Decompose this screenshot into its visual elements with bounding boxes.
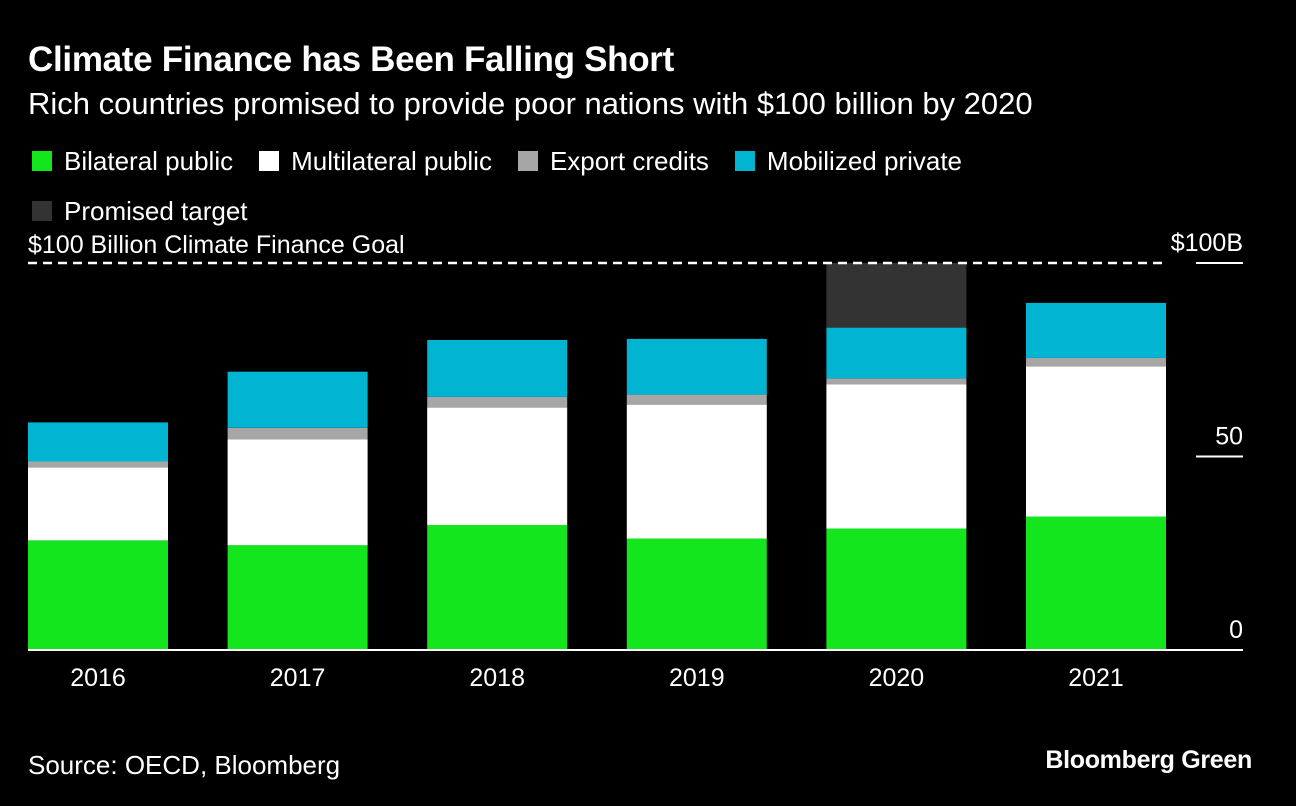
bar-multilateral-public-2017 (227, 439, 368, 546)
legend-swatch-bilateral-public (32, 151, 52, 171)
y-tick-label-100: $100B (1171, 229, 1243, 257)
bar-mobilized-private-2019 (626, 338, 767, 395)
y-tick-label-50: 50 (1215, 423, 1243, 451)
bar-export-credits-2019 (626, 394, 767, 405)
source-note: Source: OECD, Bloomberg (28, 750, 341, 780)
bar-export-credits-2016 (28, 461, 168, 468)
bar-mobilized-private-2018 (427, 340, 568, 397)
chart-title: Climate Finance has Been Falling Short (28, 40, 674, 79)
bar-multilateral-public-2021 (1026, 366, 1166, 517)
goal-reference-label: $100 Billion Climate Finance Goal (28, 231, 405, 259)
bar-multilateral-public-2020 (826, 384, 967, 529)
bar-export-credits-2018 (427, 396, 568, 408)
legend-item-promised-target: Promised target (32, 196, 248, 226)
bar-mobilized-private-2016 (28, 422, 168, 462)
legend-swatch-mobilized-private (734, 151, 755, 171)
x-tick-label-2021: 2021 (1068, 664, 1124, 692)
chart-subtitle: Rich countries promised to provide poor … (28, 86, 1033, 121)
bar-bilateral-public-2016 (28, 540, 168, 650)
legend-swatch-promised-target (32, 201, 52, 221)
x-tick-label-2020: 2020 (869, 664, 925, 692)
legend-item-multilateral-public: Multilateral public (259, 146, 492, 176)
bar-multilateral-public-2016 (28, 467, 168, 541)
x-tick-label-2019: 2019 (669, 664, 725, 692)
bar-promised-target-2020 (826, 263, 967, 328)
legend-label: Promised target (64, 195, 248, 226)
y-tick-label-0: 0 (1229, 616, 1243, 644)
legend-swatch-export-credits (517, 151, 538, 171)
bar-bilateral-public-2019 (626, 538, 767, 650)
x-tick-label-2016: 2016 (70, 664, 126, 692)
legend-swatch-multilateral-public (259, 151, 280, 171)
bar-multilateral-public-2018 (427, 407, 568, 525)
bar-mobilized-private-2017 (227, 371, 368, 428)
bar-mobilized-private-2020 (826, 327, 967, 379)
bar-mobilized-private-2021 (1026, 302, 1166, 358)
legend-item-bilateral-public: Bilateral public (32, 146, 233, 176)
legend-label: Export credits (549, 145, 709, 176)
bar-export-credits-2020 (826, 378, 967, 385)
bar-bilateral-public-2017 (227, 545, 368, 650)
bar-bilateral-public-2018 (427, 525, 568, 650)
chart-legend: Bilateral public Multilateral public Expor… (32, 146, 1132, 226)
bar-bilateral-public-2020 (826, 528, 967, 650)
legend-item-export-credits: Export credits (517, 145, 709, 176)
bar-multilateral-public-2019 (626, 404, 767, 539)
bar-export-credits-2017 (227, 427, 368, 440)
legend-item-mobilized-private: Mobilized private (734, 145, 963, 176)
bar-export-credits-2021 (1026, 357, 1166, 367)
x-tick-label-2018: 2018 (469, 664, 525, 692)
legend-label: Multilateral public (291, 145, 492, 176)
legend-label: Mobilized private (766, 145, 963, 176)
legend-label: Bilateral public (64, 145, 234, 176)
brand-logo: Bloomberg Green (1045, 746, 1252, 774)
x-tick-label-2017: 2017 (270, 664, 326, 692)
bar-bilateral-public-2021 (1026, 516, 1166, 650)
